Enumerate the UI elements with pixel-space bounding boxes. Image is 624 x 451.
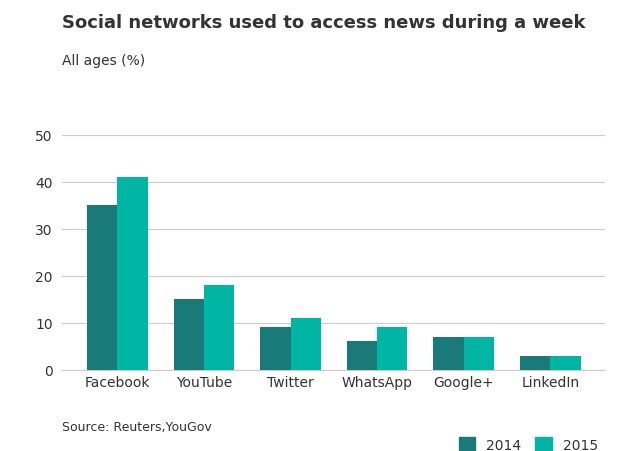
Text: Social networks used to access news during a week: Social networks used to access news duri… [62, 14, 586, 32]
Text: All ages (%): All ages (%) [62, 54, 145, 68]
Bar [464, 337, 494, 370]
Bar [204, 285, 234, 370]
Bar [260, 327, 291, 370]
Bar [291, 318, 321, 370]
Bar [347, 342, 377, 370]
Legend: 2014, 2015: 2014, 2015 [459, 437, 598, 451]
Bar [173, 299, 204, 370]
Bar [434, 337, 464, 370]
Bar [550, 356, 580, 370]
Bar [117, 178, 148, 370]
Text: Source: Reuters,YouGov: Source: Reuters,YouGov [62, 420, 212, 433]
Bar [87, 206, 117, 370]
Bar [377, 327, 407, 370]
Bar [520, 356, 550, 370]
